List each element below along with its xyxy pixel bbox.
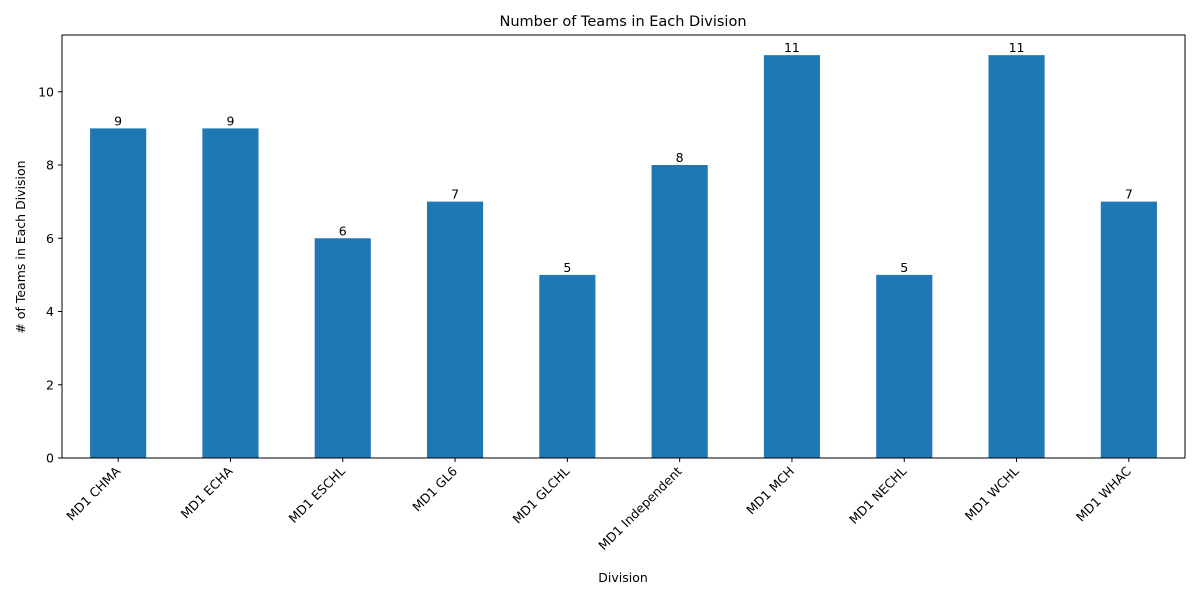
y-tick-label-1: 2 — [46, 377, 54, 392]
bar-9 — [1100, 201, 1157, 459]
x-tick-label-6: MD1 MCH — [743, 464, 797, 518]
x-tick-label-7: MD1 NECHL — [846, 463, 909, 526]
y-tick-label-2: 4 — [46, 304, 54, 319]
data-labels-group: 9 9 6 7 5 8 11 5 11 7 — [114, 40, 1133, 275]
bar-1 — [202, 128, 259, 458]
x-tick-label-5: MD1 Independent — [595, 463, 685, 553]
data-label-3: 7 — [451, 187, 459, 202]
x-tick-label-2: MD1 ESCHL — [285, 463, 347, 525]
y-tick-label-3: 6 — [46, 231, 54, 246]
bars-group — [90, 55, 1157, 459]
bar-0 — [90, 128, 147, 458]
y-tick-label-0: 0 — [46, 451, 54, 466]
data-label-4: 5 — [563, 260, 571, 275]
bar-2 — [314, 238, 371, 458]
data-label-9: 7 — [1125, 187, 1133, 202]
x-tick-label-8: MD1 WCHL — [962, 463, 1022, 523]
data-label-5: 8 — [676, 150, 684, 165]
bar-6 — [763, 55, 821, 459]
x-tick-label-4: MD1 GLCHL — [509, 464, 572, 527]
plot-frame — [61, 34, 1186, 459]
x-tick-label-1: MD1 ECHA — [178, 463, 236, 521]
x-axis-label: Division — [598, 570, 648, 585]
data-label-6: 11 — [784, 40, 800, 55]
data-label-2: 6 — [339, 223, 347, 238]
bar-4 — [539, 274, 596, 458]
x-tick-label-3: MD1 GL6 — [409, 463, 460, 514]
data-label-8: 11 — [1009, 40, 1025, 55]
bar-5 — [651, 165, 708, 458]
y-tick-label-5: 10 — [38, 84, 54, 99]
y-axis-label: # of Teams in Each Division — [13, 160, 28, 333]
bar-8 — [988, 55, 1045, 459]
data-label-1: 9 — [226, 113, 234, 128]
x-axis-ticks: MD1 CHMA MD1 ECHA MD1 ESCHL MD1 GL6 MD1 GLCH… — [63, 458, 1134, 553]
x-tick-label-9: MD1 WHAC — [1073, 463, 1134, 524]
bar-7 — [876, 274, 933, 458]
bar-3 — [426, 201, 484, 459]
data-label-0: 9 — [114, 113, 122, 128]
y-tick-label-4: 8 — [46, 158, 54, 173]
chart-title: Number of Teams in Each Division — [499, 14, 746, 30]
y-axis-ticks: 0 2 4 6 8 10 — [38, 84, 62, 466]
x-tick-label-0: MD1 CHMA — [63, 463, 123, 523]
data-label-7: 5 — [900, 260, 908, 275]
